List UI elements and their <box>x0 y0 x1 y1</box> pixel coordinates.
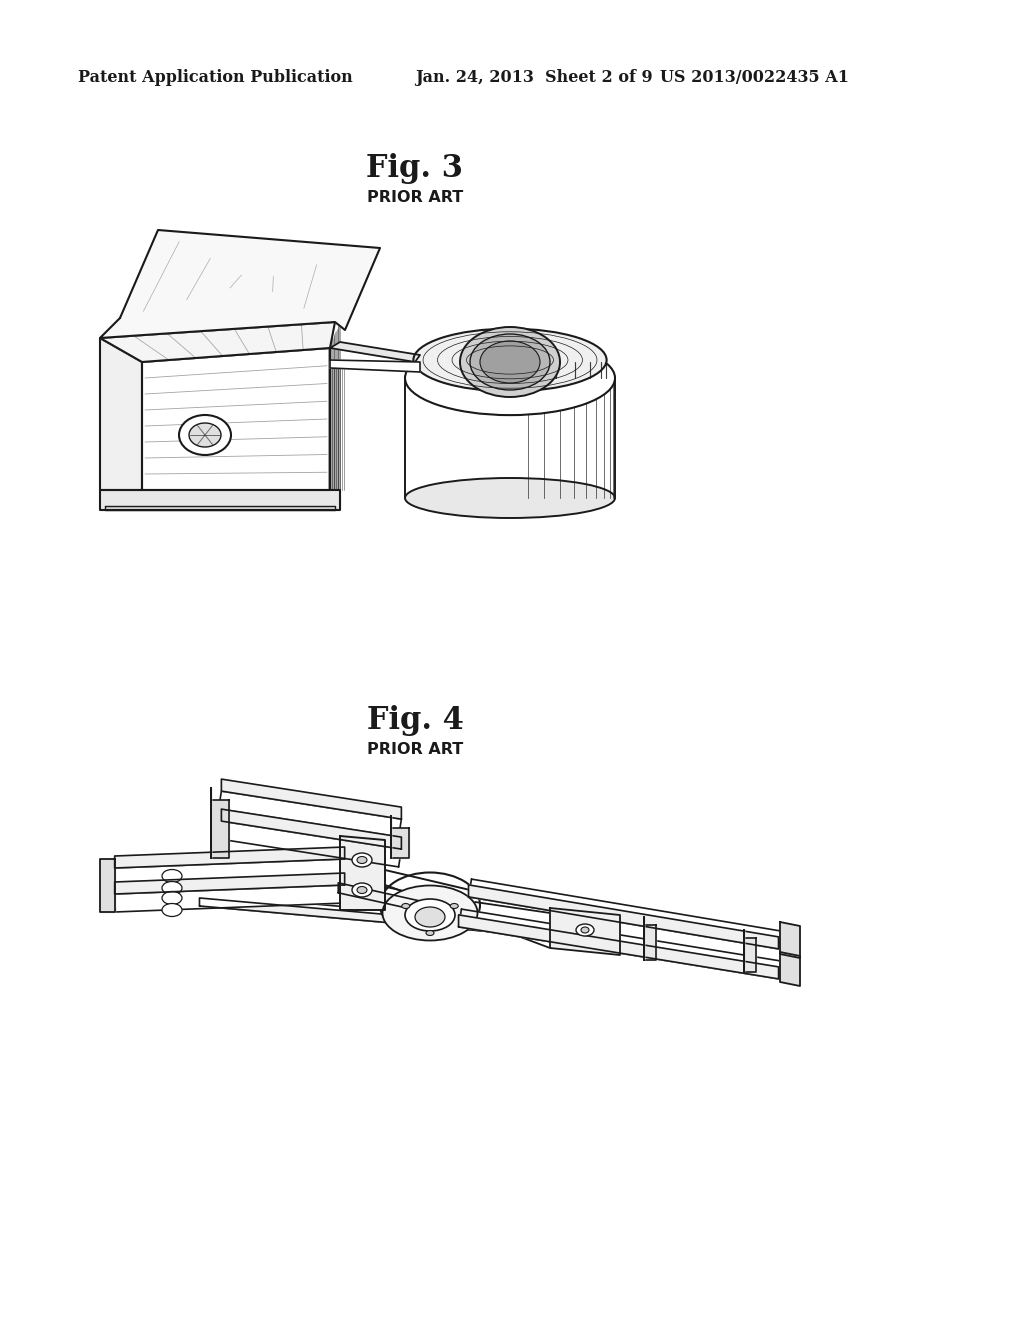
Text: Fig. 3: Fig. 3 <box>367 153 464 183</box>
Polygon shape <box>100 490 340 510</box>
Ellipse shape <box>406 478 615 517</box>
Text: Fig. 4: Fig. 4 <box>367 705 464 735</box>
Ellipse shape <box>426 931 434 936</box>
Polygon shape <box>100 338 142 490</box>
Polygon shape <box>744 939 756 972</box>
Polygon shape <box>340 836 385 909</box>
Ellipse shape <box>470 334 550 389</box>
Polygon shape <box>550 908 620 954</box>
Ellipse shape <box>352 883 372 898</box>
Polygon shape <box>211 800 229 858</box>
Ellipse shape <box>357 887 367 894</box>
Polygon shape <box>221 809 401 849</box>
Ellipse shape <box>162 882 182 895</box>
Polygon shape <box>644 925 656 960</box>
Polygon shape <box>459 915 778 979</box>
Polygon shape <box>100 322 335 362</box>
Text: PRIOR ART: PRIOR ART <box>367 742 463 758</box>
Ellipse shape <box>401 903 410 908</box>
Polygon shape <box>221 779 401 820</box>
Polygon shape <box>330 342 420 362</box>
Polygon shape <box>105 506 335 510</box>
Polygon shape <box>218 791 401 837</box>
Ellipse shape <box>406 899 455 931</box>
Polygon shape <box>780 952 800 986</box>
Ellipse shape <box>357 857 367 863</box>
Ellipse shape <box>179 414 231 455</box>
Polygon shape <box>115 873 345 894</box>
Text: Jan. 24, 2013  Sheet 2 of 9: Jan. 24, 2013 Sheet 2 of 9 <box>415 70 652 87</box>
Text: US 2013/0022435 A1: US 2013/0022435 A1 <box>660 70 849 87</box>
Polygon shape <box>218 821 401 867</box>
Ellipse shape <box>162 903 182 916</box>
Polygon shape <box>330 360 420 372</box>
Text: Patent Application Publication: Patent Application Publication <box>78 70 352 87</box>
Ellipse shape <box>460 327 560 397</box>
Ellipse shape <box>581 927 589 933</box>
Ellipse shape <box>575 924 594 936</box>
Ellipse shape <box>406 341 615 414</box>
Ellipse shape <box>162 870 182 883</box>
Polygon shape <box>459 909 781 979</box>
Polygon shape <box>142 348 330 490</box>
Polygon shape <box>200 898 540 936</box>
Polygon shape <box>338 883 428 913</box>
Polygon shape <box>115 847 345 869</box>
Polygon shape <box>469 879 781 949</box>
Ellipse shape <box>451 903 459 908</box>
Polygon shape <box>338 878 432 913</box>
Ellipse shape <box>352 853 372 867</box>
Ellipse shape <box>380 873 480 937</box>
Polygon shape <box>780 921 800 958</box>
Polygon shape <box>391 828 409 858</box>
Polygon shape <box>469 884 778 949</box>
Ellipse shape <box>162 891 182 904</box>
Ellipse shape <box>383 886 477 940</box>
Polygon shape <box>200 894 541 936</box>
Ellipse shape <box>415 907 445 927</box>
Ellipse shape <box>189 422 221 447</box>
Polygon shape <box>100 859 115 912</box>
Polygon shape <box>115 884 345 912</box>
Text: PRIOR ART: PRIOR ART <box>367 190 463 206</box>
Ellipse shape <box>414 329 606 391</box>
Polygon shape <box>115 859 345 886</box>
Ellipse shape <box>480 341 540 383</box>
Polygon shape <box>100 230 380 338</box>
